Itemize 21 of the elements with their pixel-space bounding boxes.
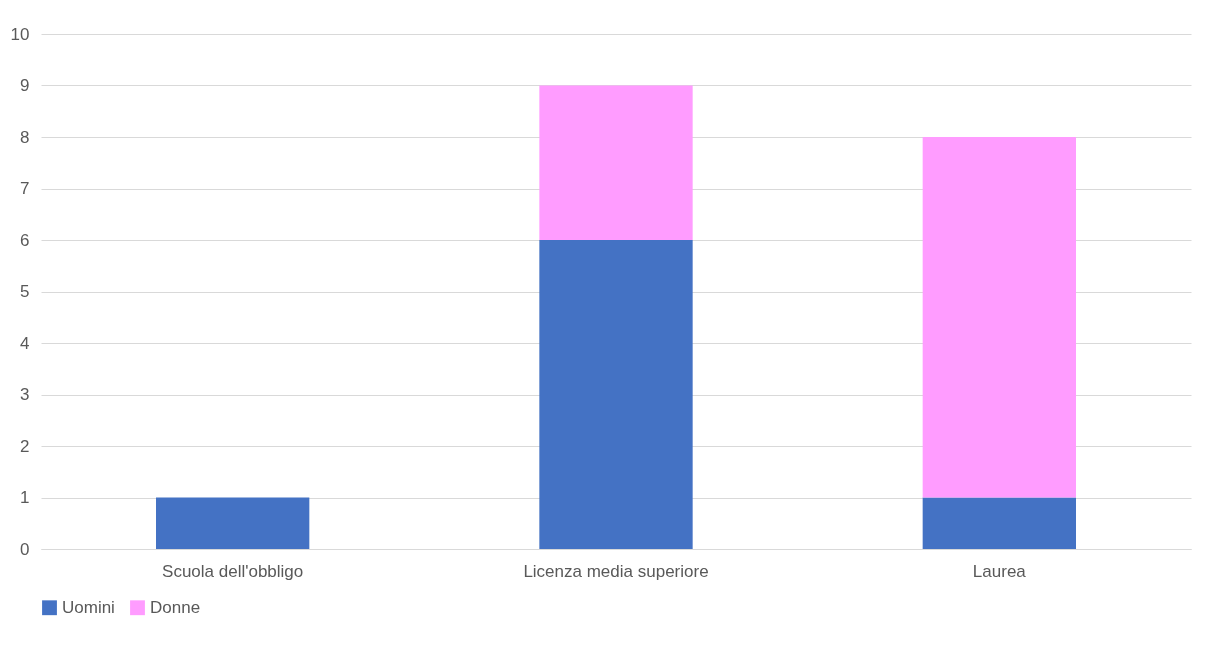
legend-label: Donne — [150, 597, 201, 617]
bar — [156, 497, 310, 549]
y-tick-label: 5 — [20, 282, 30, 301]
y-tick-label: 8 — [20, 127, 30, 147]
y-tick-label: 3 — [20, 385, 30, 404]
y-tick-label: 2 — [20, 436, 30, 456]
y-tick-label: 6 — [20, 230, 30, 250]
bar — [922, 137, 1076, 498]
y-tick-label: 7 — [20, 179, 30, 198]
y-tick-label: 10 — [10, 24, 30, 44]
y-tick-label: 0 — [20, 539, 30, 559]
legend-label: Uomini — [62, 597, 115, 617]
bar — [922, 497, 1076, 549]
x-tick-label: Laurea — [972, 561, 1027, 581]
y-tick-label: 9 — [20, 76, 30, 95]
x-tick-label: Scuola dell'obbligo — [162, 561, 304, 581]
y-tick-label: 1 — [20, 488, 30, 507]
bar — [539, 240, 693, 549]
x-tick-label: Licenza media superiore — [523, 561, 709, 581]
y-tick-label: 4 — [20, 333, 30, 353]
bar — [539, 85, 693, 240]
